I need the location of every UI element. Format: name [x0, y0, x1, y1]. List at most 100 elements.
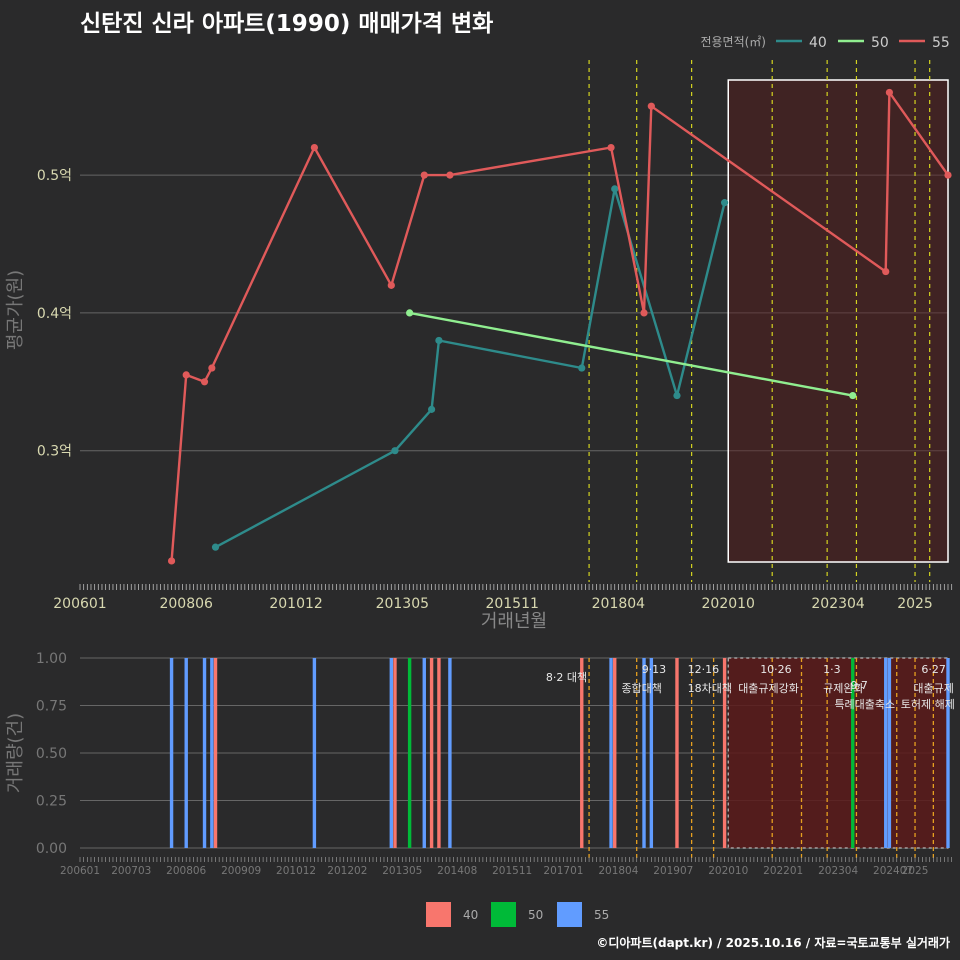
volume-bar-50: [407, 658, 412, 848]
data-point-40: [391, 447, 399, 455]
bottom-x-tick-label: 201202: [327, 865, 367, 877]
volume-bar-55: [210, 658, 214, 848]
bottom-x-tick-label: 200703: [111, 865, 151, 877]
policy-annotation: 규제완화: [823, 682, 863, 695]
bottom-x-tick-label: 202407: [873, 865, 913, 877]
volume-bar-40: [429, 658, 434, 848]
data-point-55: [647, 102, 655, 110]
bottom-x-tick-label: 201511: [492, 865, 532, 877]
x-tick-label: 2025: [897, 596, 933, 612]
policy-annotation: 12·16: [688, 663, 720, 676]
footer-credit: ©디아파트(dapt.kr) / 2025.10.16 / 자료=국토교통부 실…: [596, 936, 950, 950]
volume-bar-50: [851, 658, 855, 848]
legend-label-50: 50: [871, 35, 889, 51]
legend-label-55: 55: [932, 35, 950, 51]
data-point-55: [882, 267, 890, 276]
volume-bar-55: [609, 658, 613, 848]
x-tick-label: 202304: [811, 596, 865, 612]
volume-bar-55: [649, 658, 654, 848]
volume-bar-40: [437, 658, 441, 848]
volume-bar-40: [613, 658, 617, 848]
bottom-x-tick-label: 202304: [818, 865, 858, 877]
bottom-y-tick-label: 0.00: [36, 841, 67, 857]
bottom-y-tick-label: 0.25: [36, 794, 67, 810]
bottom-x-tick-label: 202201: [763, 865, 803, 877]
data-point-55: [167, 557, 176, 565]
bottom-y-tick-label: 1.00: [36, 651, 67, 667]
bottom-x-tick-label: 201305: [382, 865, 422, 877]
volume-bar-40: [393, 658, 397, 848]
bottom-x-minor-ticks: [79, 857, 953, 862]
volume-bar-40: [580, 658, 584, 848]
x-tick-label: 201511: [485, 596, 538, 612]
volume-bar-40: [722, 658, 727, 848]
bottom-legend-key-50: [491, 902, 516, 927]
data-point-40: [720, 199, 729, 207]
volume-bar-55: [884, 658, 888, 848]
data-point-40: [427, 405, 436, 413]
policy-annotation: 18차대책: [688, 682, 732, 695]
highlight-period-box: [727, 79, 949, 563]
data-point-55: [640, 309, 648, 317]
policy-annotation: 대출규제: [913, 682, 953, 695]
bottom-x-tick-label: 201701: [543, 865, 583, 877]
data-point-55: [310, 143, 318, 152]
data-point-50: [849, 391, 857, 400]
y-tick-label: 0.3억: [37, 444, 72, 460]
data-point-50: [406, 309, 414, 317]
data-point-55: [607, 143, 615, 152]
bottom-legend-label-50: 50: [528, 908, 543, 922]
volume-bar-55: [946, 658, 950, 848]
bottom-legend-key-40: [426, 902, 451, 927]
bottom-highlight-box: [727, 657, 949, 849]
volume-bar-55: [642, 658, 646, 848]
data-point-40: [611, 185, 619, 193]
series-line-50: [409, 311, 854, 397]
policy-annotation: 6·27: [921, 663, 946, 676]
data-point-55: [387, 281, 395, 289]
bottom-x-tick-label: 201804: [598, 865, 638, 877]
volume-bar-55: [312, 658, 317, 848]
policy-annotation: 8·2 대책: [546, 671, 587, 684]
volume-bar-40: [213, 658, 218, 848]
policy-annotation: 특례대출축소: [834, 698, 895, 711]
policy-annotation: 종합대책: [621, 682, 661, 695]
bottom-y-tick-label: 0.75: [36, 699, 67, 715]
x-tick-label: 202010: [702, 596, 755, 612]
chart-title: 신탄진 신라 아파트(1990) 매매가격 변화: [80, 11, 494, 37]
data-point-55: [208, 364, 216, 372]
bottom-y-axis-title: 거래량(건): [5, 713, 26, 793]
data-point-40: [673, 391, 681, 400]
x-tick-label: 201804: [592, 596, 646, 612]
x-axis-title: 거래년월: [481, 611, 547, 632]
volume-bar-55: [448, 658, 452, 848]
policy-annotation: 9·13: [642, 663, 667, 676]
data-point-40: [578, 364, 586, 372]
data-point-55: [446, 171, 454, 179]
bottom-y-tick-label: 0.50: [36, 746, 67, 762]
y-tick-label: 0.4억: [37, 306, 72, 322]
policy-annotation: 9·7: [850, 679, 868, 692]
y-tick-label: 0.5억: [37, 168, 72, 184]
x-tick-label: 201012: [269, 596, 322, 612]
volume-bar-55: [389, 658, 394, 848]
volume-bar-55: [202, 658, 207, 848]
bottom-x-tick-label: 201408: [437, 865, 477, 877]
bottom-x-tick-label: 200909: [221, 865, 261, 877]
y-axis-title: 평균가(원): [5, 270, 26, 350]
data-point-55: [200, 378, 209, 386]
top-plot-background: [80, 38, 948, 582]
bottom-legend-label-40: 40: [463, 908, 478, 922]
policy-annotation: 대출규제강화: [738, 682, 799, 695]
policy-annotation: 10·26: [760, 663, 792, 676]
bottom-x-tick-label: 202010: [708, 865, 748, 877]
data-point-40: [211, 543, 220, 551]
data-point-55: [420, 171, 428, 179]
bottom-legend-key-55: [557, 902, 582, 927]
x-tick-label: 200601: [53, 596, 106, 612]
x-tick-label: 201305: [376, 596, 429, 612]
bottom-x-tick-label: 201907: [653, 865, 693, 877]
bottom-legend-label-55: 55: [594, 908, 609, 922]
